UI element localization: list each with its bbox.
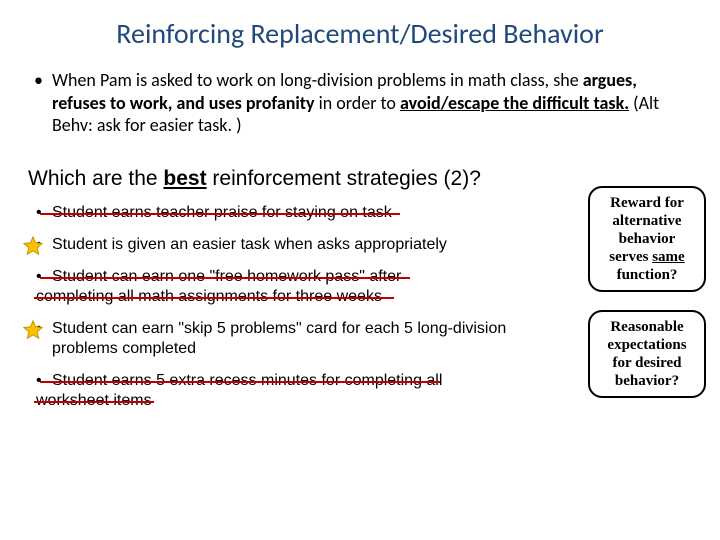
option-4-text: Student can earn "skip 5 problems" card … (52, 320, 506, 357)
option-3: Student can earn one "free homework pass… (52, 267, 572, 307)
scenario-text: When Pam is asked to work on long-divisi… (52, 69, 692, 137)
option-2: Student is given an easier task when ask… (52, 235, 572, 255)
question-bold: best (163, 167, 206, 190)
callout-reward-l4a: serves (609, 249, 652, 265)
star-icon (22, 235, 44, 257)
option-5: Student earns 5 extra recess minutes for… (52, 371, 572, 411)
scenario-mid: in order to (315, 92, 400, 114)
callout-reward-l2: alternative (612, 213, 681, 229)
callout-reward-l5: function? (617, 267, 678, 283)
callout-reward-l1: Reward for (610, 195, 684, 211)
callout-reward-l3: behavior (619, 231, 676, 247)
question-post: reinforcement strategies (2)? (207, 167, 481, 190)
slide-title: Reinforcing Replacement/Desired Behavior (28, 16, 692, 51)
options-list: Student earns teacher praise for staying… (52, 203, 572, 411)
option-3-strike-b (34, 297, 394, 299)
callout-reasonable: Reasonable expectations for desired beha… (588, 310, 706, 398)
question-pre: Which are the (28, 167, 163, 190)
callout-reasonable-l4: behavior? (615, 373, 679, 389)
callout-reasonable-l1: Reasonable (610, 319, 683, 335)
option-2-text: Student is given an easier task when ask… (52, 236, 447, 253)
star-icon (22, 319, 44, 341)
callout-reasonable-l2: expectations (607, 337, 686, 353)
callout-reasonable-l3: for desired (612, 355, 681, 371)
option-5-strike-a (40, 381, 440, 383)
option-4: Student can earn "skip 5 problems" card … (52, 319, 572, 359)
question-text: Which are the best reinforcement strateg… (28, 167, 692, 191)
option-1: Student earns teacher praise for staying… (52, 203, 572, 223)
option-5-strike-b (34, 401, 154, 403)
callout-reward: Reward for alternative behavior serves s… (588, 186, 706, 292)
callout-reward-same: same (652, 249, 685, 265)
scenario-bold-under: avoid/escape the difficult task. (400, 92, 629, 114)
option-3-strike-a (40, 277, 410, 279)
option-1-strike (40, 213, 400, 215)
scenario-pre: When Pam is asked to work on long-divisi… (52, 69, 583, 91)
